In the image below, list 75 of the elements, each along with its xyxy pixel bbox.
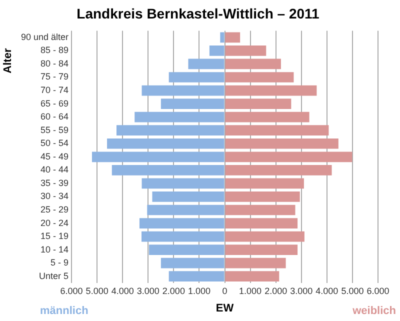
y-tick-label: 5 - 9 [50,258,69,268]
bar [160,98,224,109]
y-tick-label: 45 - 49 [40,151,69,162]
bar [225,218,298,228]
y-tick-label: 60 - 64 [40,112,69,122]
x-tick-label: 3.000 [290,286,313,296]
y-tick-label: 90 und älter [20,32,69,42]
x-tick-label: 6.000 [60,286,83,296]
bar [225,204,296,216]
bar [148,244,224,255]
y-tick-label: 55 - 59 [40,124,69,135]
bar [107,138,224,149]
y-tick-label: Unter 5 [39,270,69,281]
y-tick-label: 20 - 24 [40,218,69,228]
text: männlich [40,305,89,318]
y-tick-label: 35 - 39 [40,178,69,188]
bar [134,112,224,122]
x-tick-label: 5.000 [341,286,364,296]
bar [225,152,352,162]
x-tick-label: 1.000 [188,286,210,296]
x-tick-label: 2.000 [264,286,288,296]
y-tick-label: 50 - 54 [40,138,69,148]
bar [152,192,224,202]
bar [225,244,298,255]
bar [220,32,224,43]
bar [112,164,224,176]
bar [225,125,329,136]
bar [225,258,286,268]
bar [225,192,300,202]
bar [188,58,224,70]
bar [139,218,224,228]
bar [225,85,317,96]
y-tick-label: 70 - 74 [40,85,69,96]
bar [116,125,224,136]
bar [225,164,332,176]
chart-title: Landkreis Bernkastel-Wittlich – 2011 [76,5,320,22]
x-tick-label: 2.000 [162,286,185,296]
x-tick-label: 4.000 [111,286,134,296]
y-tick-label: 15 - 19 [40,231,69,242]
x-tick-label: 6.000 [366,286,390,296]
bar [168,72,224,82]
bar [225,58,281,70]
x-tick-label: 5.000 [86,286,108,296]
bar [142,178,224,189]
y-tick-label: 40 - 44 [40,164,69,175]
bar [225,138,338,149]
y-tick-label: 65 - 69 [40,98,69,108]
x-axis-title: EW [216,302,234,314]
x-tick-label: 3.000 [136,286,160,296]
bar [142,231,224,242]
bar [142,85,224,96]
bar [225,32,240,43]
bar [92,152,224,162]
bar [225,46,266,56]
x-tick-label: 0 [222,286,228,296]
x-tick-label: 1.000 [239,286,262,296]
bar [225,231,304,242]
y-tick-label: 80 - 84 [40,58,69,68]
x-tick-label: 4.000 [316,286,338,296]
bar [160,258,224,268]
y-tick-label: 10 - 14 [40,244,69,254]
bar [147,204,224,216]
y-tick-label: 30 - 34 [40,191,69,202]
y-tick-label: 85 - 89 [40,45,69,56]
bar [168,271,224,282]
text: weiblich [352,305,396,318]
bar [225,98,292,109]
y-tick-label: 75 - 79 [40,72,69,82]
bar [225,72,294,82]
bar [225,271,280,282]
bar [225,178,304,189]
y-axis-title: Alter [2,48,14,74]
bar [209,46,224,56]
bar [225,112,310,122]
y-tick-label: 25 - 29 [40,204,69,214]
